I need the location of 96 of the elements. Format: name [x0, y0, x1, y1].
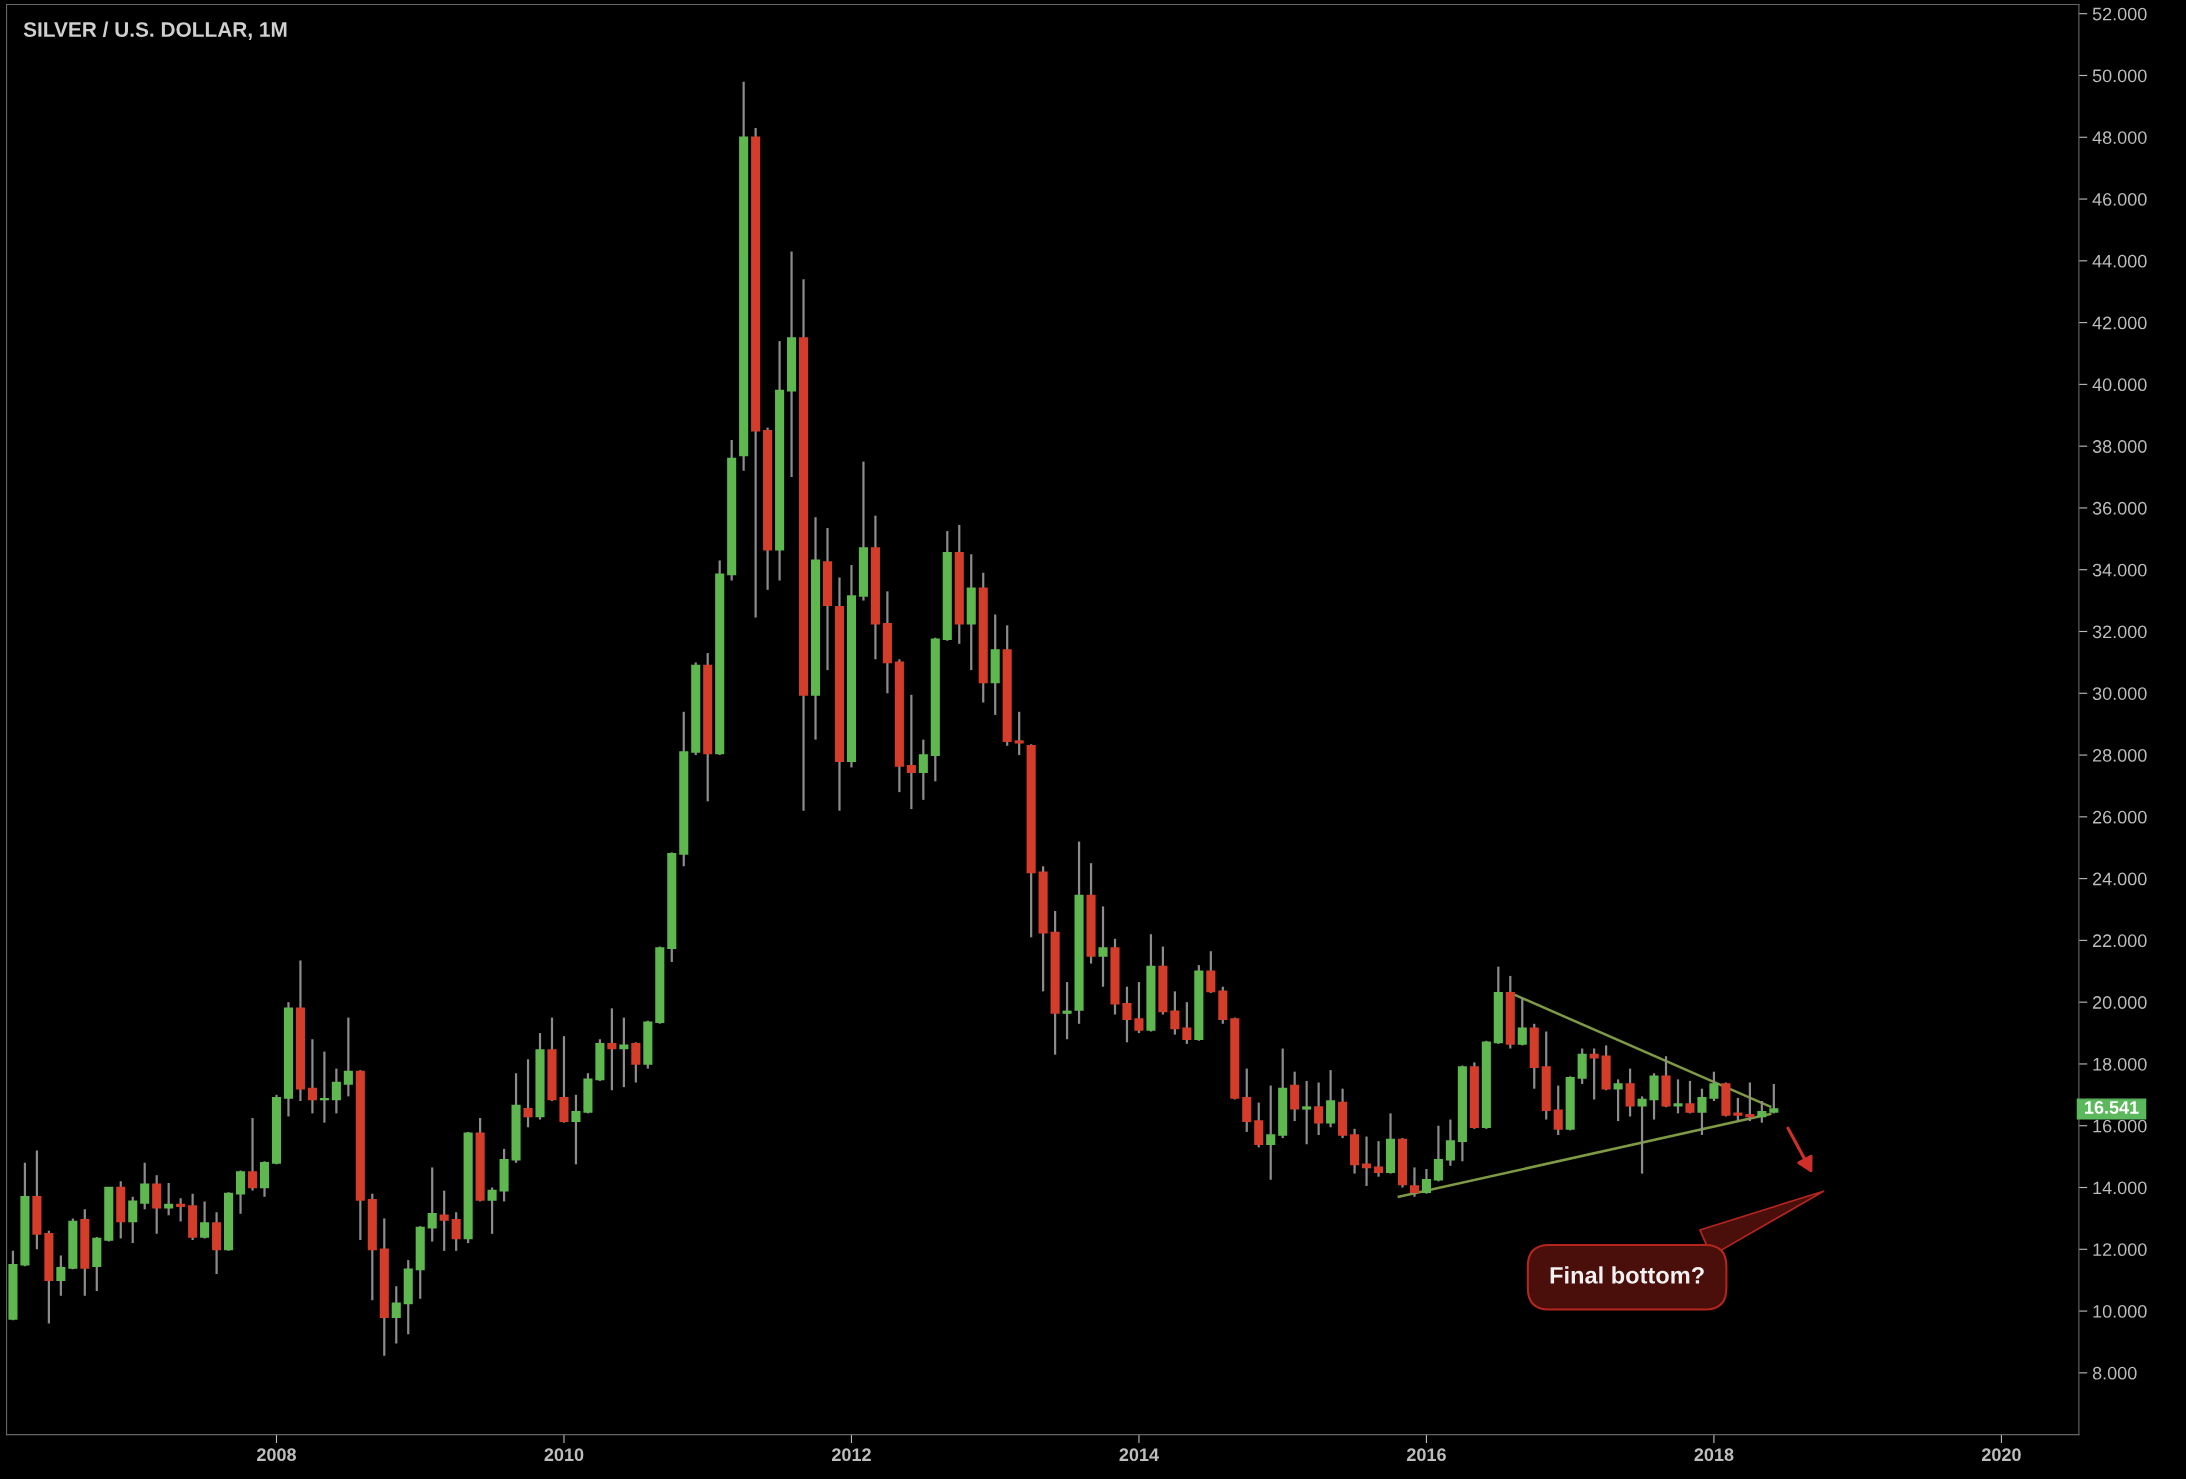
candlestick [1685, 1079, 1695, 1115]
y-tick-label: 26.000 [2092, 810, 2147, 824]
candlestick [1266, 1084, 1276, 1181]
y-tick-label: 8.000 [2092, 1366, 2137, 1380]
candlestick [343, 1016, 353, 1098]
candlestick [1553, 1084, 1563, 1137]
x-tick-label: 2008 [257, 1448, 297, 1462]
y-tick-label: 30.000 [2092, 687, 2147, 700]
x-tick-label: 2012 [832, 1448, 871, 1462]
candlestick [128, 1195, 138, 1245]
candlestick [1637, 1095, 1647, 1175]
candlestick [439, 1189, 449, 1252]
x-tick-label: 2020 [1981, 1448, 2021, 1462]
y-tick-label: 24.000 [2092, 872, 2147, 886]
candlestick [1577, 1047, 1587, 1086]
candlestick [1433, 1124, 1443, 1183]
candlestick [1745, 1081, 1755, 1123]
y-tick-label: 16.000 [2093, 1119, 2147, 1133]
candlestick [1314, 1081, 1324, 1137]
candlestick [1517, 996, 1527, 1047]
candlestick [906, 693, 916, 811]
y-tick-label: 34.000 [2092, 563, 2147, 577]
candlestick [1421, 1167, 1431, 1195]
y-tick-label: 50.000 [2092, 69, 2147, 83]
candlestick [152, 1174, 162, 1235]
candlestick [1014, 710, 1024, 757]
y-tick-label: 44.000 [2092, 254, 2147, 268]
candlestick [451, 1211, 461, 1252]
x-tick-label: 2018 [1694, 1448, 1734, 1462]
candlestick [1254, 1101, 1264, 1149]
candlestick [1445, 1118, 1455, 1167]
candlestick [1409, 1166, 1420, 1198]
candlestick [1649, 1072, 1659, 1121]
text: 16.541 [2085, 1101, 2139, 1114]
candlestick [1242, 1067, 1252, 1134]
candlestick [1625, 1067, 1635, 1118]
candlestick [631, 1041, 641, 1084]
candlestick [487, 1186, 497, 1235]
candlestick [235, 1169, 246, 1215]
y-tick-label: 40.000 [2092, 378, 2147, 392]
candlestick [1733, 1096, 1743, 1123]
candlestick [1697, 1087, 1707, 1137]
candlestick [1206, 950, 1216, 995]
candlestick [319, 1050, 329, 1124]
candlestick [176, 1197, 186, 1223]
y-tick-label: 10.000 [2093, 1305, 2147, 1318]
candlestick [571, 1093, 581, 1166]
candlestick [1302, 1079, 1312, 1146]
candlestick [1290, 1070, 1300, 1123]
y-tick-label: 14.000 [2093, 1181, 2147, 1195]
candlestick [607, 1007, 617, 1092]
x-tick-label: 2014 [1119, 1448, 1159, 1462]
candlestick [391, 1285, 401, 1345]
y-tick-label: 52.000 [2092, 7, 2147, 21]
candlestick [247, 1116, 258, 1192]
candlestick [1589, 1047, 1599, 1101]
y-tick-label: 42.000 [2092, 316, 2147, 330]
candlestick [1326, 1069, 1336, 1129]
candlestick [1062, 980, 1072, 1041]
candlestick [1182, 1001, 1192, 1045]
candlestick [1709, 1070, 1719, 1103]
y-tick-label: 46.000 [2092, 192, 2147, 206]
candlestick [140, 1161, 150, 1211]
x-tick-label: 2016 [1406, 1448, 1446, 1462]
candlestick [200, 1200, 210, 1240]
candlestick [1373, 1140, 1384, 1178]
text: SILVER / U.S. DOLLAR, 1M [23, 21, 287, 40]
y-tick-label: 36.000 [2092, 501, 2147, 515]
candlestick [307, 1038, 317, 1115]
candlestick [1122, 985, 1132, 1044]
candlestick [164, 1181, 174, 1217]
y-tick-label: 12.000 [2093, 1243, 2147, 1257]
candlestick [918, 738, 928, 801]
candlestick [559, 1035, 569, 1124]
y-tick-label: 20.000 [2092, 996, 2147, 1009]
annotation: Final bottom? [1550, 1266, 1704, 1284]
candlestick [331, 1067, 341, 1115]
candlestick [1769, 1082, 1779, 1115]
candlestick [427, 1166, 437, 1243]
candlestick [1098, 905, 1108, 988]
candlestick [1134, 980, 1144, 1035]
y-tick-label: 32.000 [2092, 625, 2147, 639]
candlestick [619, 1016, 629, 1089]
candlestick [1673, 1078, 1683, 1115]
x-tick-label: 2010 [544, 1448, 584, 1462]
candlestick [1170, 990, 1180, 1036]
y-tick-label: 28.000 [2092, 748, 2147, 762]
candlestick [1613, 1078, 1623, 1123]
candlestick [523, 1058, 533, 1129]
candlestick [1361, 1135, 1372, 1188]
y-tick-label: 18.000 [2093, 1057, 2147, 1071]
y-tick-label: 38.000 [2092, 440, 2147, 453]
candlestick [1757, 1099, 1767, 1124]
candlestick [56, 1254, 66, 1297]
y-tick-label: 48.000 [2092, 131, 2147, 144]
y-tick-label: 22.000 [2092, 934, 2147, 948]
